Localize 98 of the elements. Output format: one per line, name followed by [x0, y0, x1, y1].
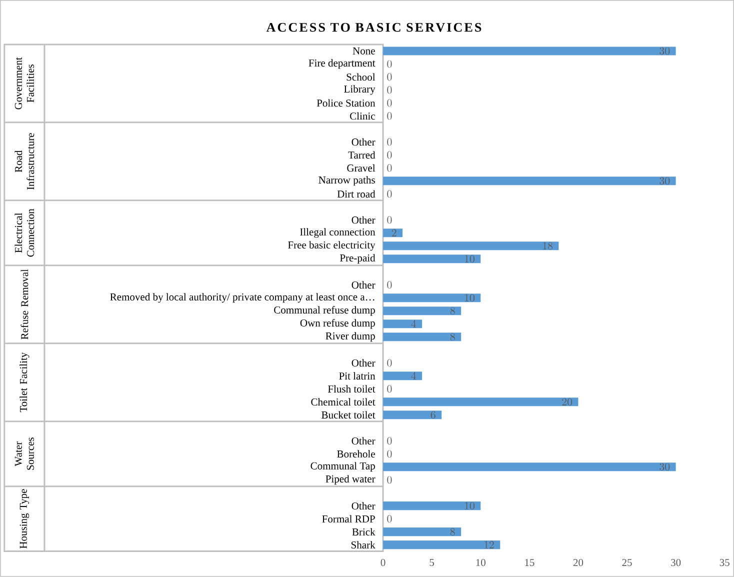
y-tick-label: Free basic electricity [288, 241, 376, 251]
x-tick-label: 30 [671, 559, 681, 566]
y-tick-label: Narrow paths [318, 176, 375, 186]
y-tick-label: Pit latrin [339, 372, 376, 380]
y-tick-label: Piped water [326, 475, 376, 485]
text: Road Infrastructure [14, 133, 34, 190]
y-tick-label: Communal refuse dump [274, 306, 375, 316]
y-tick-label: Other [352, 437, 376, 445]
y-tick-label: Dirt road [337, 190, 376, 198]
data-label: 20 [562, 398, 572, 406]
data-label: 0 [387, 216, 392, 224]
bar [383, 320, 422, 328]
data-label: 4 [411, 320, 416, 328]
y-tick-label: Borehole [337, 450, 375, 458]
bar [383, 502, 481, 510]
data-label: 18 [543, 242, 553, 250]
bar [383, 254, 481, 264]
y-tick-label: Removed by local authority/ private company at least once a… [110, 293, 374, 303]
data-label: 30 [660, 177, 670, 185]
y-tick-label: Flush toilet [328, 385, 376, 393]
x-tick-label: 15 [525, 559, 534, 566]
y-tick-label: River dump [326, 332, 375, 342]
data-label: 0 [387, 86, 392, 94]
text: Government Facilities [14, 57, 34, 110]
bar [383, 528, 462, 536]
bar [383, 228, 403, 238]
data-label: 8 [450, 307, 455, 315]
x-tick-label: 35 [720, 559, 730, 566]
x-tick-label: 0 [380, 559, 386, 566]
data-label: 10 [464, 294, 474, 302]
data-label: 0 [387, 437, 392, 445]
text: Water Sources [14, 438, 34, 470]
y-tick-label: School [346, 73, 376, 81]
bar [383, 306, 462, 316]
data-label: 10 [464, 255, 474, 263]
data-label: 10 [464, 502, 474, 510]
y-tick-label: Chemical toilet [311, 398, 376, 406]
data-label: 0 [387, 164, 392, 172]
y-tick-label: Pre-paid [340, 254, 376, 264]
y-tick-label: Illegal connection [300, 228, 376, 238]
data-label: 0 [387, 450, 392, 458]
data-label: 0 [387, 60, 392, 68]
bar [383, 462, 676, 472]
bar [383, 398, 578, 406]
text: Electrical Connection [14, 208, 34, 257]
data-label: 0 [387, 190, 392, 198]
data-label: 0 [387, 385, 392, 393]
x-tick-label: 25 [622, 559, 632, 566]
bar [383, 332, 462, 342]
data-label: 2 [392, 229, 396, 237]
y-tick-label: Brick [352, 528, 376, 536]
y-tick-label: Other [352, 138, 376, 146]
y-tick-label: Other [352, 359, 376, 367]
bar [383, 294, 481, 302]
y-tick-label: Own refuse dump [300, 319, 375, 329]
data-label: 6 [430, 411, 436, 419]
bar [383, 46, 676, 56]
y-tick-label: Tarred [348, 151, 376, 159]
y-tick-label: Library [344, 85, 376, 95]
data-label: 0 [387, 359, 392, 367]
bar [383, 410, 442, 420]
data-label: 0 [387, 281, 392, 289]
data-label: 8 [450, 333, 455, 341]
y-tick-label: Gravel [347, 164, 376, 172]
x-tick-label: 5 [430, 559, 434, 566]
data-label: 0 [387, 476, 392, 484]
data-label: 30 [660, 47, 670, 55]
y-tick-label: Other [352, 502, 376, 510]
data-label: 0 [387, 112, 392, 120]
text: Refuse Removal [20, 269, 28, 340]
data-label: 8 [450, 528, 455, 536]
data-label: 0 [387, 73, 392, 81]
text: Toilet Facility [20, 352, 30, 412]
bar [383, 176, 676, 186]
y-tick-label: Bucket toilet [322, 411, 376, 419]
y-tick-label: Communal Tap [310, 462, 375, 472]
data-label: 4 [411, 372, 416, 380]
y-tick-label: Formal RDP [322, 515, 375, 523]
y-tick-label: Other [352, 281, 376, 289]
chart-title: ACCESS TO BASIC SERVICES [266, 23, 482, 32]
y-tick-label: Police Station [316, 99, 376, 107]
data-label: 0 [387, 138, 392, 146]
y-tick-label: Fire department [308, 59, 376, 69]
data-label: 0 [387, 99, 392, 107]
y-tick-label: None [352, 48, 375, 55]
data-label: 12 [484, 541, 494, 548]
bar [383, 242, 559, 250]
y-tick-label: Shark [351, 541, 376, 549]
data-label: 30 [660, 463, 670, 471]
bar [383, 372, 422, 380]
bar [383, 540, 500, 550]
y-tick-label: Other [352, 216, 376, 224]
text: Housing Type [20, 489, 30, 549]
data-label: 0 [387, 515, 392, 523]
x-tick-label: 10 [476, 559, 486, 566]
y-tick-label: Clinic [350, 112, 376, 120]
data-label: 0 [387, 151, 392, 159]
x-tick-label: 20 [573, 559, 584, 566]
